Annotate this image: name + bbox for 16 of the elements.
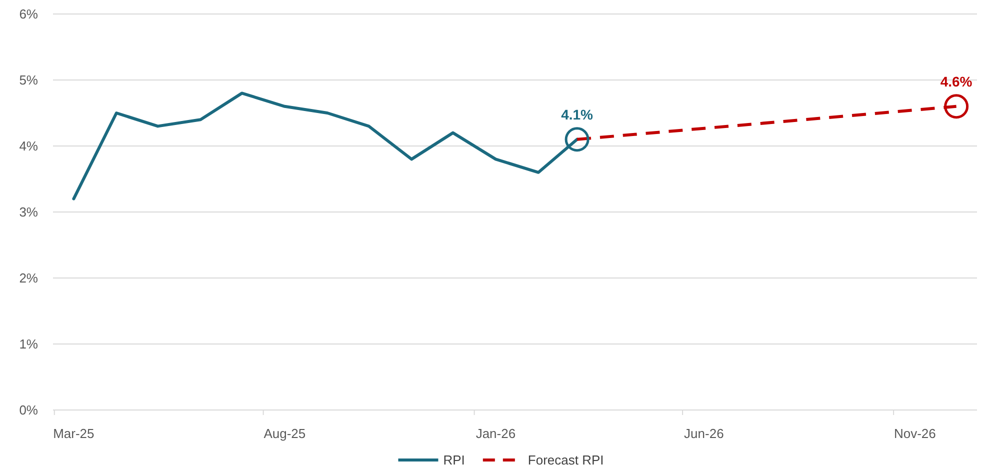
x-tick-label: Jan-26 xyxy=(476,426,516,441)
x-tick-label: Jun-26 xyxy=(684,426,724,441)
legend-label: RPI xyxy=(443,452,465,468)
y-tick-label: 4% xyxy=(19,138,38,154)
y-tick-label: 1% xyxy=(19,336,38,352)
y-tick-label: 3% xyxy=(19,204,38,220)
data-label: 4.6% xyxy=(940,73,973,90)
legend-label: Forecast RPI xyxy=(528,452,604,468)
x-tick-label: Nov-26 xyxy=(894,426,936,441)
y-tick-label: 0% xyxy=(19,402,38,418)
y-tick-label: 2% xyxy=(19,270,38,286)
x-tick-label: Mar-25 xyxy=(53,426,94,441)
y-tick-label: 6% xyxy=(19,6,38,22)
y-tick-label: 5% xyxy=(19,72,38,88)
data-label: 4.1% xyxy=(561,106,594,122)
x-tick-label: Aug-25 xyxy=(264,426,306,441)
